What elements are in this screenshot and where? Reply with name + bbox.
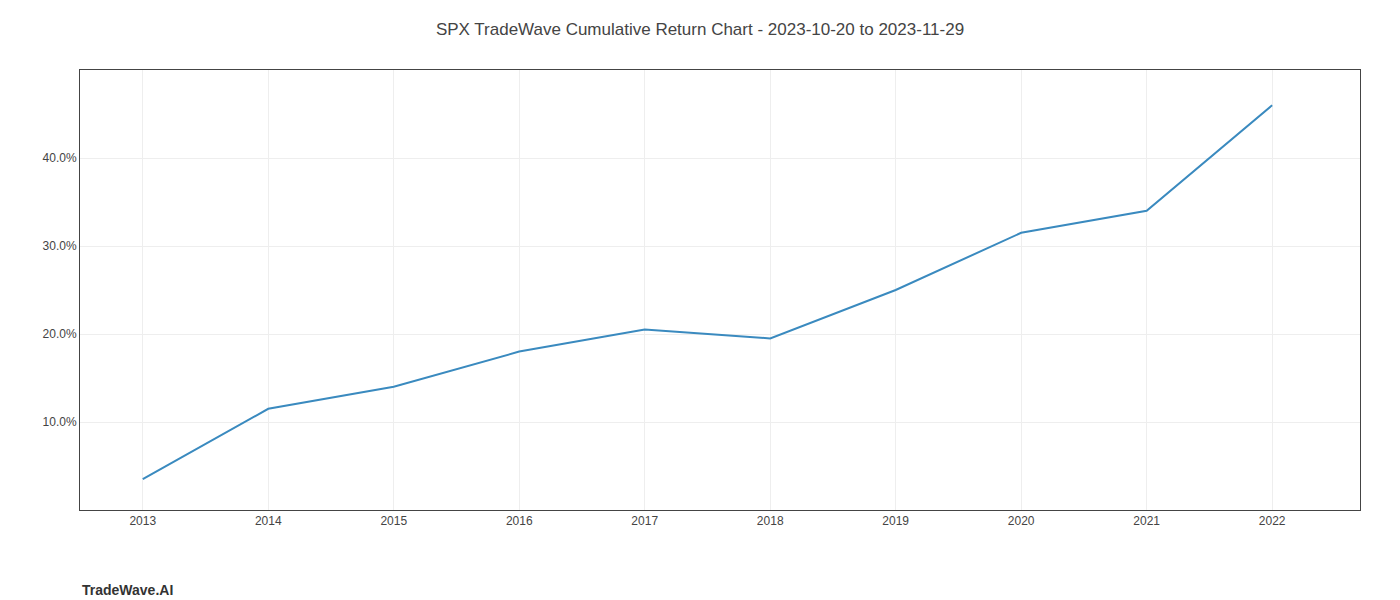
svg-text:2020: 2020 (1008, 514, 1035, 528)
svg-text:2015: 2015 (380, 514, 407, 528)
svg-text:30.0%: 30.0% (43, 239, 77, 253)
svg-text:SPX TradeWave Cumulative Retur: SPX TradeWave Cumulative Return Chart - … (436, 20, 964, 39)
svg-text:10.0%: 10.0% (43, 415, 77, 429)
svg-text:2021: 2021 (1133, 514, 1160, 528)
svg-text:2014: 2014 (255, 514, 282, 528)
svg-text:20.0%: 20.0% (43, 327, 77, 341)
svg-text:TradeWave.AI: TradeWave.AI (82, 582, 173, 598)
svg-text:40.0%: 40.0% (43, 151, 77, 165)
svg-text:2016: 2016 (506, 514, 533, 528)
svg-text:2022: 2022 (1259, 514, 1286, 528)
svg-text:2019: 2019 (882, 514, 909, 528)
svg-text:2017: 2017 (631, 514, 658, 528)
svg-text:2018: 2018 (757, 514, 784, 528)
svg-text:2013: 2013 (129, 514, 156, 528)
